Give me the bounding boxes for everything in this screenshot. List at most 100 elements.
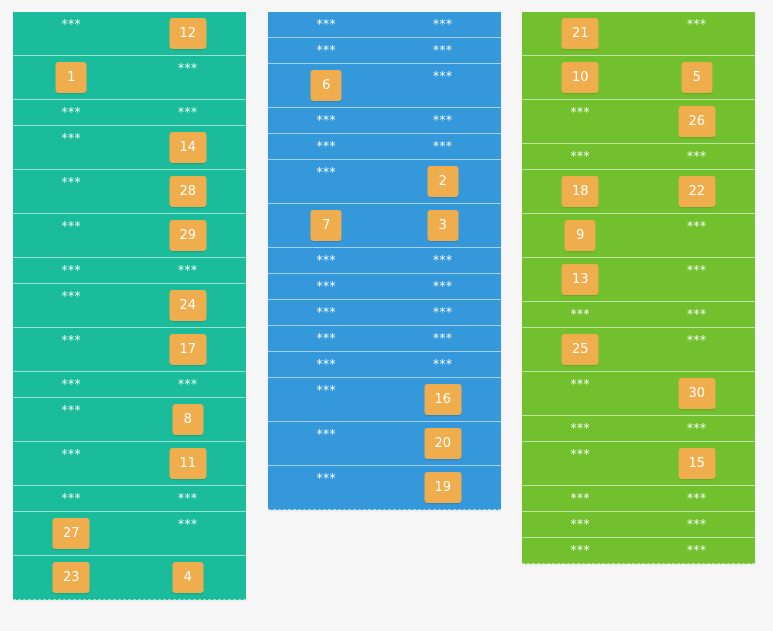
number-tile[interactable]: 27 bbox=[52, 518, 90, 549]
board-cell[interactable]: 10 bbox=[522, 56, 639, 99]
board-cell[interactable]: *** bbox=[268, 38, 385, 63]
number-tile[interactable]: 5 bbox=[681, 62, 713, 93]
number-tile[interactable]: 13 bbox=[561, 264, 599, 295]
board-cell[interactable]: 27 bbox=[13, 512, 130, 555]
board-cell[interactable]: *** bbox=[522, 442, 639, 485]
number-tile[interactable]: 30 bbox=[678, 378, 716, 409]
number-tile[interactable]: 6 bbox=[310, 70, 342, 101]
board-cell[interactable]: *** bbox=[268, 326, 385, 351]
board-cell[interactable]: 4 bbox=[130, 556, 247, 599]
board-cell[interactable]: *** bbox=[13, 284, 130, 327]
board-cell[interactable]: *** bbox=[385, 38, 502, 63]
board-cell[interactable]: *** bbox=[13, 170, 130, 213]
board-cell[interactable]: *** bbox=[639, 258, 756, 301]
board-cell[interactable]: 23 bbox=[13, 556, 130, 599]
board-cell[interactable]: *** bbox=[130, 372, 247, 397]
number-tile[interactable]: 15 bbox=[678, 448, 716, 479]
board-cell[interactable]: *** bbox=[13, 328, 130, 371]
board-cell[interactable]: 16 bbox=[385, 378, 502, 421]
board-cell[interactable]: *** bbox=[130, 512, 247, 555]
number-tile[interactable]: 23 bbox=[52, 562, 90, 593]
board-cell[interactable]: *** bbox=[639, 302, 756, 327]
board-cell[interactable]: *** bbox=[385, 326, 502, 351]
board-cell[interactable]: 28 bbox=[130, 170, 247, 213]
board-cell[interactable]: 12 bbox=[130, 12, 247, 55]
board-cell[interactable]: *** bbox=[639, 328, 756, 371]
board-cell[interactable]: *** bbox=[522, 100, 639, 143]
number-tile[interactable]: 2 bbox=[427, 166, 459, 197]
number-tile[interactable]: 4 bbox=[172, 562, 204, 593]
board-cell[interactable]: 15 bbox=[639, 442, 756, 485]
board-cell[interactable]: *** bbox=[130, 100, 247, 125]
board-cell[interactable]: *** bbox=[130, 56, 247, 99]
number-tile[interactable]: 1 bbox=[55, 62, 87, 93]
board-cell[interactable]: 14 bbox=[130, 126, 247, 169]
board-cell[interactable]: *** bbox=[13, 100, 130, 125]
board-cell[interactable]: 9 bbox=[522, 214, 639, 257]
number-tile[interactable]: 21 bbox=[561, 18, 599, 49]
board-cell[interactable]: *** bbox=[522, 512, 639, 537]
board-cell[interactable]: 22 bbox=[639, 170, 756, 213]
board-cell[interactable]: *** bbox=[268, 378, 385, 421]
board-cell[interactable]: 13 bbox=[522, 258, 639, 301]
board-cell[interactable]: 1 bbox=[13, 56, 130, 99]
board-cell[interactable]: *** bbox=[639, 144, 756, 169]
board-cell[interactable]: *** bbox=[639, 512, 756, 537]
number-tile[interactable]: 29 bbox=[169, 220, 207, 251]
number-tile[interactable]: 9 bbox=[564, 220, 596, 251]
board-cell[interactable]: *** bbox=[268, 248, 385, 273]
number-tile[interactable]: 12 bbox=[169, 18, 207, 49]
number-tile[interactable]: 10 bbox=[561, 62, 599, 93]
board-cell[interactable]: *** bbox=[268, 274, 385, 299]
board-cell[interactable]: *** bbox=[385, 12, 502, 37]
board-cell[interactable]: *** bbox=[385, 248, 502, 273]
board-cell[interactable]: 25 bbox=[522, 328, 639, 371]
board-cell[interactable]: *** bbox=[268, 422, 385, 465]
board-cell[interactable]: *** bbox=[13, 486, 130, 511]
board-cell[interactable]: *** bbox=[522, 538, 639, 563]
number-tile[interactable]: 11 bbox=[169, 448, 207, 479]
board-cell[interactable]: *** bbox=[13, 372, 130, 397]
board-cell[interactable]: *** bbox=[13, 126, 130, 169]
board-cell[interactable]: 24 bbox=[130, 284, 247, 327]
board-cell[interactable]: *** bbox=[522, 302, 639, 327]
board-cell[interactable]: *** bbox=[268, 134, 385, 159]
board-cell[interactable]: 3 bbox=[385, 204, 502, 247]
board-cell[interactable]: *** bbox=[639, 416, 756, 441]
board-cell[interactable]: 11 bbox=[130, 442, 247, 485]
number-tile[interactable]: 22 bbox=[678, 176, 716, 207]
board-cell[interactable]: *** bbox=[268, 300, 385, 325]
board-cell[interactable]: 7 bbox=[268, 204, 385, 247]
board-cell[interactable]: 8 bbox=[130, 398, 247, 441]
board-cell[interactable]: *** bbox=[639, 214, 756, 257]
board-cell[interactable]: *** bbox=[268, 466, 385, 509]
board-cell[interactable]: *** bbox=[639, 12, 756, 55]
number-tile[interactable]: 20 bbox=[424, 428, 462, 459]
board-cell[interactable]: *** bbox=[385, 108, 502, 133]
board-cell[interactable]: *** bbox=[385, 134, 502, 159]
board-cell[interactable]: *** bbox=[385, 64, 502, 107]
board-cell[interactable]: 2 bbox=[385, 160, 502, 203]
board-cell[interactable]: 21 bbox=[522, 12, 639, 55]
board-cell[interactable]: 19 bbox=[385, 466, 502, 509]
board-cell[interactable]: *** bbox=[268, 160, 385, 203]
number-tile[interactable]: 24 bbox=[169, 290, 207, 321]
number-tile[interactable]: 14 bbox=[169, 132, 207, 163]
board-cell[interactable]: *** bbox=[13, 442, 130, 485]
board-cell[interactable]: *** bbox=[268, 352, 385, 377]
board-cell[interactable]: *** bbox=[130, 258, 247, 283]
board-cell[interactable]: *** bbox=[522, 486, 639, 511]
number-tile[interactable]: 16 bbox=[424, 384, 462, 415]
board-cell[interactable]: 18 bbox=[522, 170, 639, 213]
board-cell[interactable]: *** bbox=[522, 416, 639, 441]
number-tile[interactable]: 28 bbox=[169, 176, 207, 207]
board-cell[interactable]: *** bbox=[13, 12, 130, 55]
board-cell[interactable]: *** bbox=[522, 144, 639, 169]
board-cell[interactable]: *** bbox=[13, 258, 130, 283]
board-cell[interactable]: 29 bbox=[130, 214, 247, 257]
board-cell[interactable]: *** bbox=[385, 352, 502, 377]
board-cell[interactable]: 17 bbox=[130, 328, 247, 371]
board-cell[interactable]: *** bbox=[268, 12, 385, 37]
number-tile[interactable]: 26 bbox=[678, 106, 716, 137]
number-tile[interactable]: 7 bbox=[310, 210, 342, 241]
